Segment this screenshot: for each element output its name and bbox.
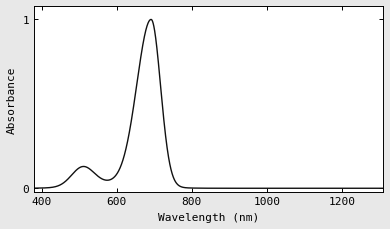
X-axis label: Wavelength (nm): Wavelength (nm)	[158, 212, 259, 222]
Y-axis label: Absorbance: Absorbance	[7, 66, 17, 133]
